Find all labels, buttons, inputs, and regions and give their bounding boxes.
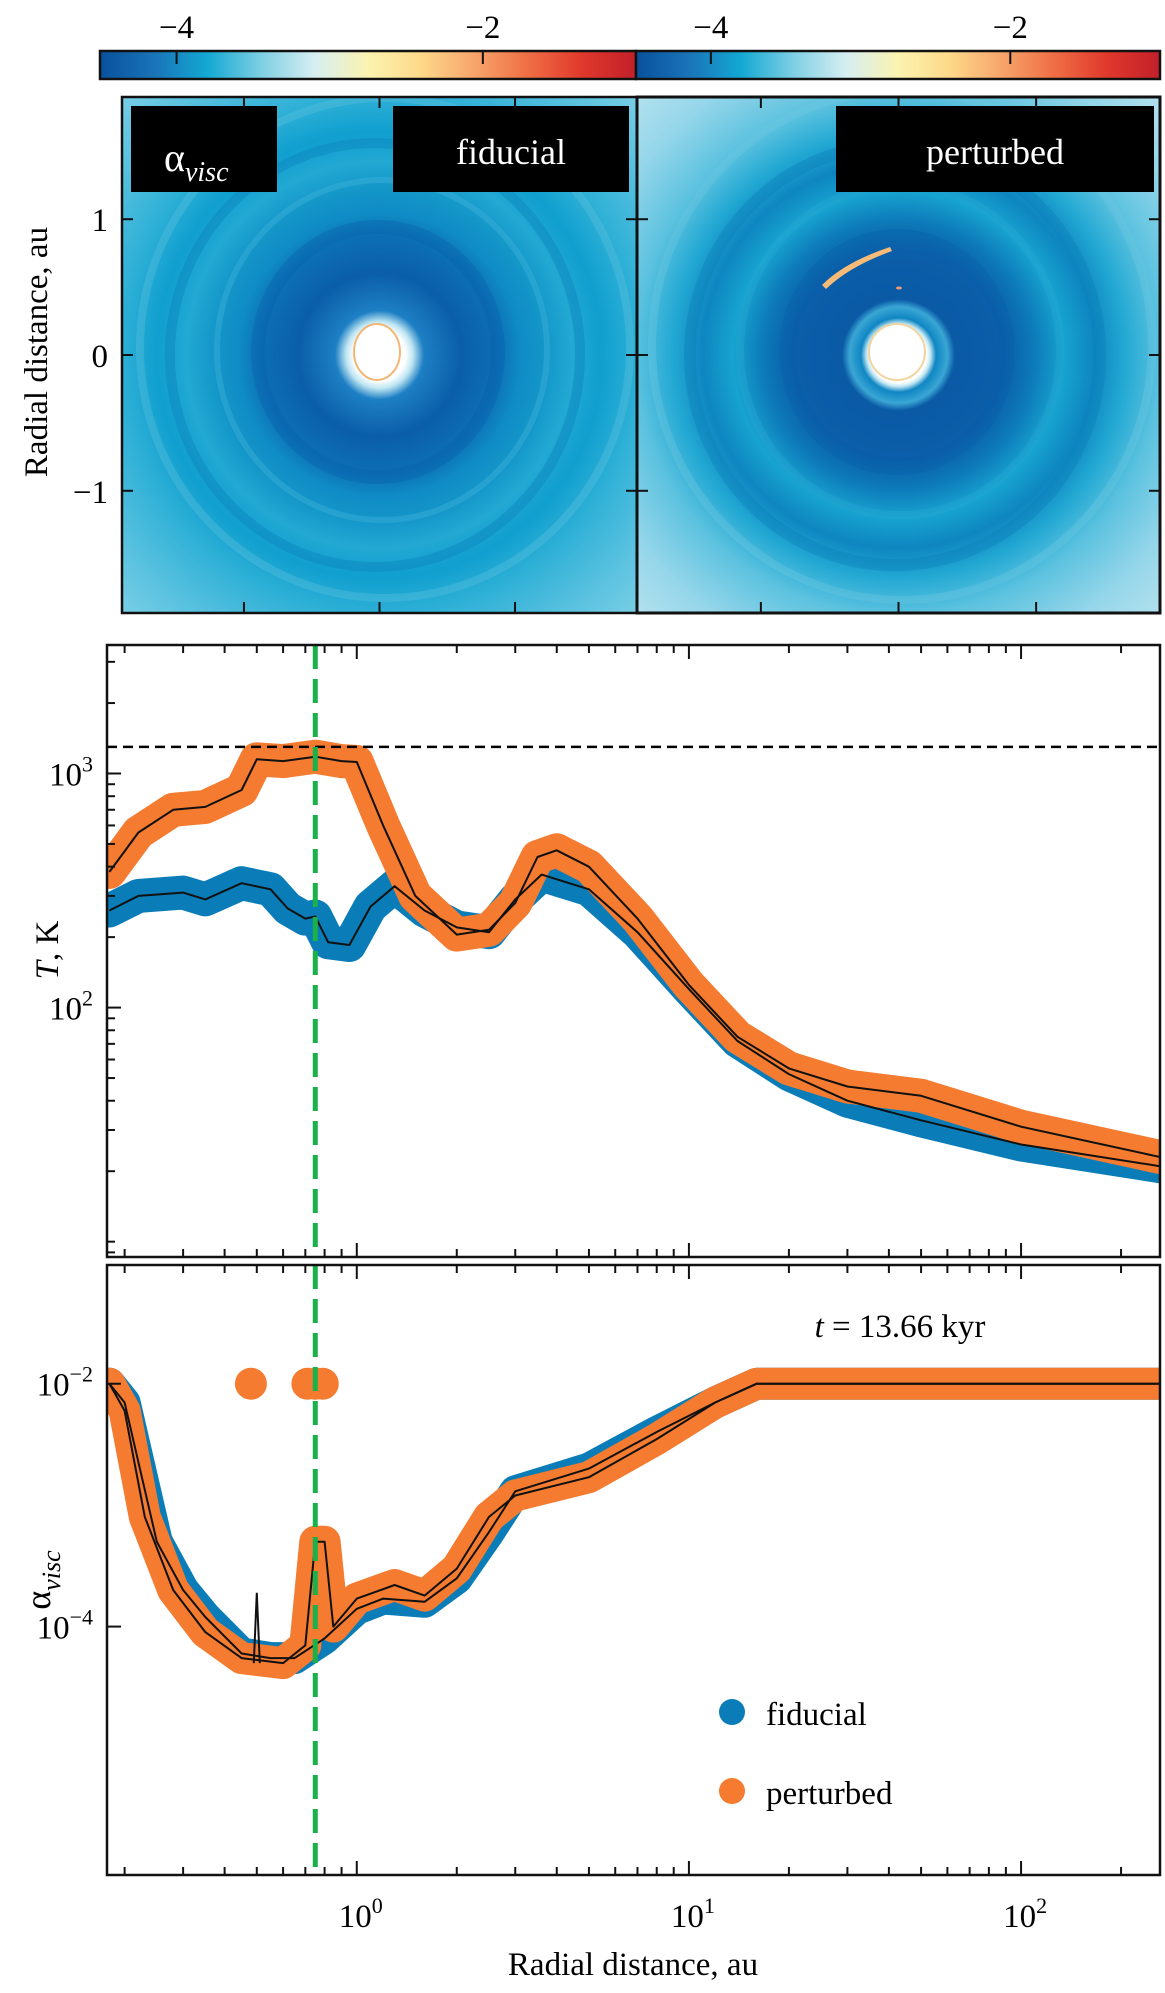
legend-marker-fiducial	[719, 1699, 745, 1725]
map-y-axis-label: Radial distance, au	[19, 227, 55, 477]
outlier-point	[234, 1367, 267, 1400]
line-fiducial	[108, 873, 1160, 1168]
map-y-tick-label: 1	[92, 203, 109, 239]
x-tick-label: 101	[671, 1893, 715, 1935]
temperature-series	[107, 645, 1160, 1257]
y-tick-label: 102	[49, 986, 93, 1028]
band-perturbed	[107, 739, 1160, 1174]
legend: fiducial perturbed	[719, 1697, 893, 1812]
panel-label-box-fiducial	[393, 106, 629, 192]
outlier-point	[306, 1367, 339, 1400]
legend-label-fiducial: fiducial	[766, 1697, 867, 1733]
panel-label-box-perturbed	[836, 106, 1154, 192]
panel-frame	[105, 1263, 1162, 1877]
line-fiducial	[108, 1382, 1160, 1660]
temperature-panel: 102 103 T, K	[30, 643, 1162, 1259]
map-labels: αvisc fiducial perturbed	[131, 106, 1154, 192]
inner-boundary	[353, 323, 401, 381]
map-frames: 1 0 −1	[73, 95, 1162, 615]
colorbar-tick-label: −4	[159, 10, 194, 46]
x-tick-label: 100	[339, 1893, 383, 1935]
line-perturbed	[108, 1382, 1160, 1665]
colorbar-tick-label: −2	[993, 10, 1028, 46]
temperature-axes: 102 103	[49, 643, 1162, 1259]
band-fiducial	[107, 1367, 1160, 1675]
temperature-y-axis-label: T, K	[30, 920, 66, 979]
y-tick-label: 103	[49, 752, 93, 794]
alpha-axes: 10−2 10−4 100 101 102	[37, 1263, 1162, 1935]
y-tick-label: 10−4	[37, 1605, 93, 1647]
quantity-label: αvisc	[164, 135, 229, 188]
high-alpha-arc	[822, 247, 892, 289]
band-perturbed	[107, 1367, 1160, 1680]
line-perturbed	[108, 755, 1160, 1158]
inner-boundary	[868, 323, 926, 381]
colorbar-tick-label: −4	[693, 10, 728, 46]
panel-label-perturbed: perturbed	[926, 132, 1064, 172]
alpha-panel: 10−2 10−4 100 101 102 αvisc t = 13.66 kyr fi…	[18, 1263, 1162, 1983]
panel-frame	[105, 643, 1162, 1259]
map-y-tick-label: −1	[73, 475, 108, 511]
time-annotation: t = 13.66 kyr	[815, 1309, 986, 1345]
y-tick-label: 10−2	[37, 1362, 93, 1404]
quantity-label-box	[131, 106, 277, 192]
legend-entry-fiducial: fiducial	[719, 1697, 867, 1733]
panel-label-fiducial: fiducial	[456, 132, 566, 172]
alpha-series	[107, 1265, 1160, 1875]
legend-marker-perturbed	[719, 1778, 745, 1804]
colorbar-tick-label: −2	[465, 10, 500, 46]
x-tick-label: 102	[1003, 1893, 1047, 1935]
colorbar-right	[634, 49, 1162, 81]
x-axis-label: Radial distance, au	[508, 1947, 758, 1983]
colorbars: −4 −2 −4 −2	[98, 10, 1162, 81]
legend-label-perturbed: perturbed	[766, 1776, 893, 1812]
high-alpha-spot	[896, 286, 902, 290]
colorbar-left	[98, 49, 638, 81]
spike-line	[252, 1592, 261, 1664]
legend-entry-perturbed: perturbed	[719, 1776, 893, 1812]
map-y-tick-label: 0	[92, 339, 109, 375]
alpha-y-axis-label: αvisc	[18, 1550, 66, 1610]
